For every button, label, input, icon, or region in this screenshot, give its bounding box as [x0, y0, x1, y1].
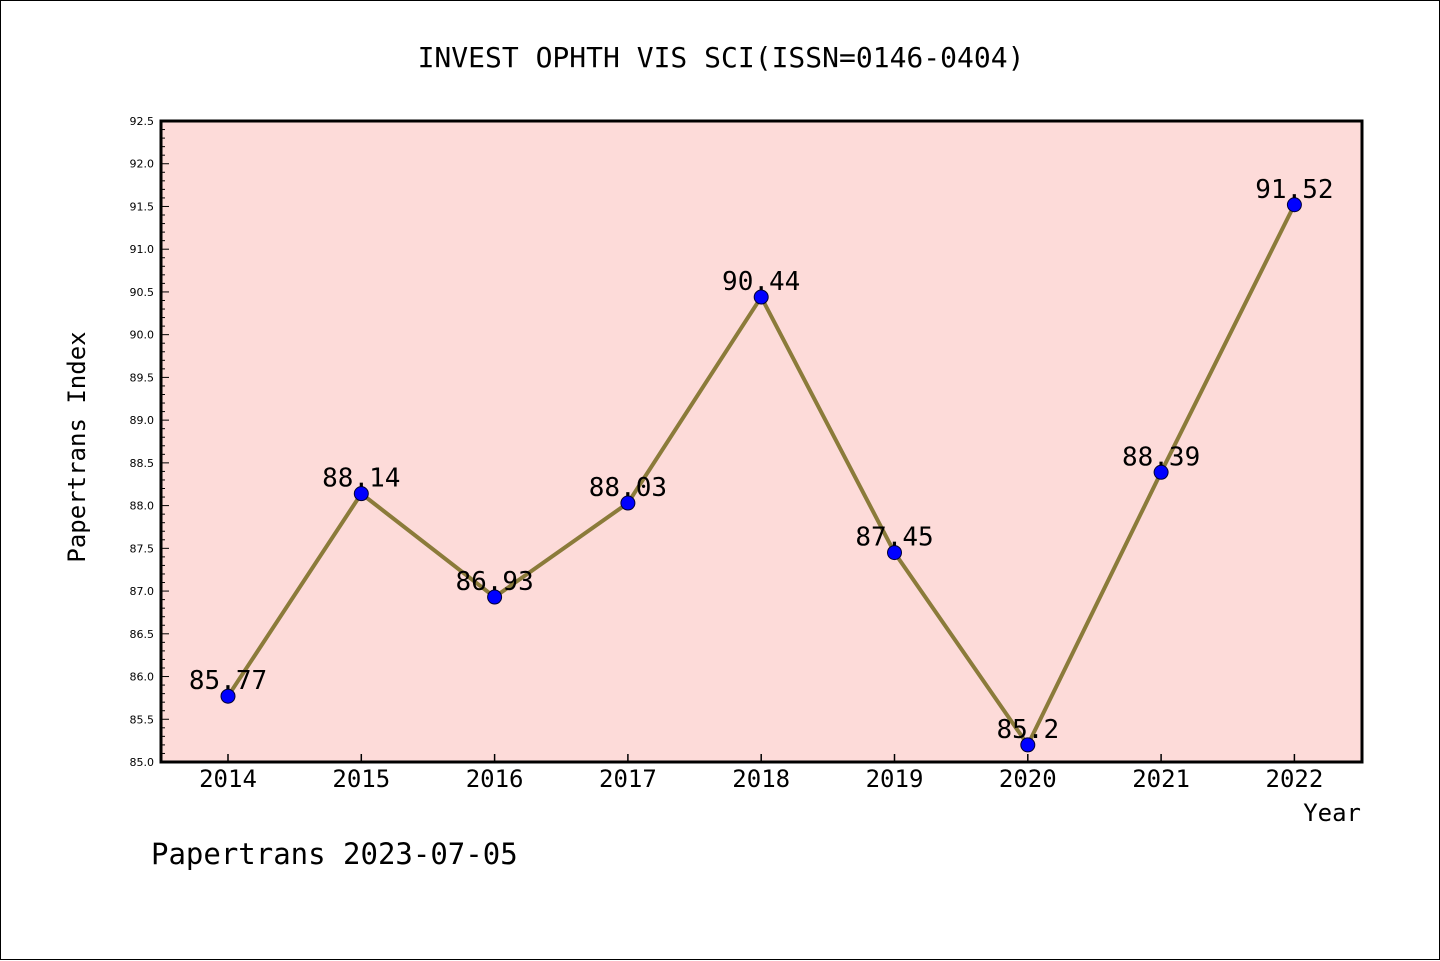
y-tick-label: 89.0: [130, 414, 155, 427]
x-tick-label: 2020: [999, 765, 1057, 793]
data-point: [753, 289, 769, 305]
y-axis-ticks: 85.0 85.5 86.0 86.5 87.0 87.5 88.0 88.5 89.0 89.5…: [130, 115, 169, 769]
y-tick-label: 86.5: [130, 628, 155, 641]
y-tick-label: 92.0: [130, 158, 155, 171]
data-label: 88.14: [322, 464, 400, 494]
data-label: 87.45: [855, 523, 933, 553]
data-label: 88.03: [589, 473, 667, 503]
chart-title: INVEST OPHTH VIS SCI(ISSN=0146-0404): [418, 41, 1025, 74]
y-tick-label: 85.5: [130, 713, 155, 726]
x-tick-label: 2015: [332, 765, 390, 793]
y-tick-label: 90.0: [130, 329, 155, 342]
x-tick-label: 2018: [732, 765, 790, 793]
data-point: [1153, 464, 1169, 480]
y-tick-label: 88.5: [130, 457, 155, 470]
x-tick-label: 2017: [599, 765, 657, 793]
y-axis-label: Papertrans Index: [63, 331, 91, 562]
y-tick-label: 87.0: [130, 585, 155, 598]
data-point: [887, 545, 902, 561]
y-tick-label: 89.5: [130, 371, 155, 384]
plot-area: [159, 119, 1364, 764]
data-point: [1286, 197, 1302, 213]
data-point: [1020, 737, 1036, 753]
y-tick-label: 92.5: [130, 115, 155, 128]
data-label: 91.52: [1255, 175, 1333, 205]
x-tick-label: 2016: [466, 765, 524, 793]
x-tick-label: 2022: [1266, 765, 1324, 793]
x-axis-ticks: 2014 2015 2016 2017 2018 2019 2020 2021 2022: [199, 754, 1323, 793]
x-tick-label: 2019: [866, 765, 924, 793]
footer-stamp: Papertrans 2023-07-05: [151, 837, 518, 871]
x-tick-label: 2014: [199, 765, 257, 793]
data-point: [487, 589, 503, 605]
x-axis-label: Year: [1303, 799, 1361, 827]
data-label: 85.2: [996, 715, 1059, 745]
data-label: 90.44: [722, 267, 800, 297]
data-label: 86.93: [455, 567, 533, 597]
y-tick-label: 88.0: [130, 500, 155, 513]
y-tick-label: 85.0: [130, 756, 155, 769]
data-label: 85.77: [189, 666, 267, 696]
y-tick-label: 86.0: [130, 671, 155, 684]
y-tick-label: 90.5: [130, 286, 155, 299]
data-series: 85.77 88.14 86.93 88.03 90.44 87.45 85.2 88.39 9…: [189, 175, 1334, 753]
y-tick-label: 87.5: [130, 542, 155, 555]
x-tick-label: 2021: [1132, 765, 1190, 793]
data-point: [620, 495, 636, 511]
y-tick-label: 91.0: [130, 243, 155, 256]
y-tick-label: 91.5: [130, 200, 155, 213]
data-point: [220, 688, 236, 704]
data-point: [353, 486, 369, 502]
data-label: 88.39: [1122, 442, 1200, 472]
